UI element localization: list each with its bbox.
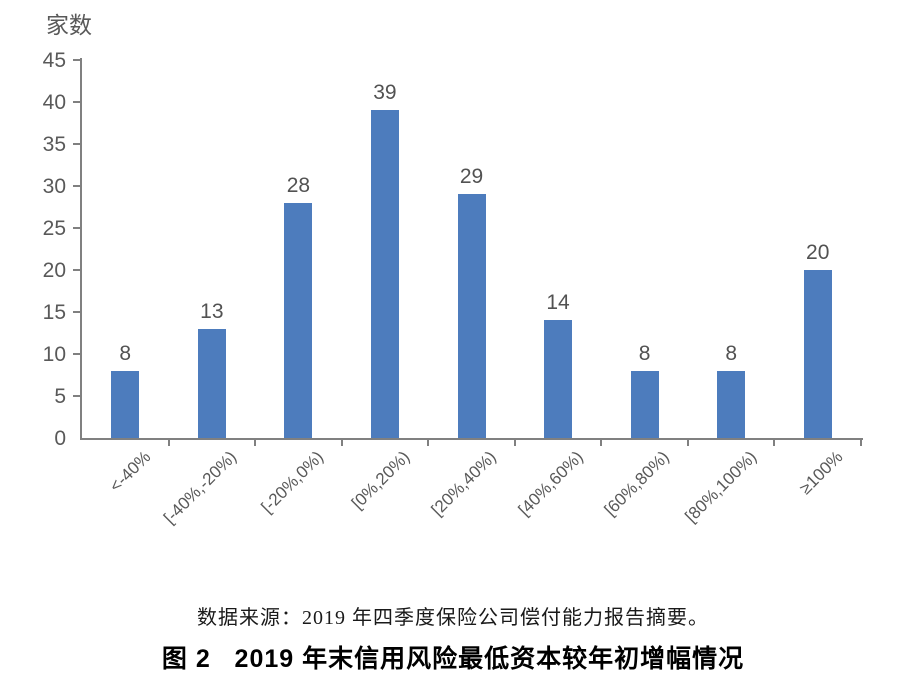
y-axis-tick-label: 40 xyxy=(42,91,66,114)
figure-caption: 图 2 2019 年末信用风险最低资本较年初增幅情况 xyxy=(161,645,745,673)
x-axis-category-label: [-40%,-20%) xyxy=(160,447,241,528)
y-axis-tick xyxy=(73,353,80,355)
bar-value-label: 8 xyxy=(725,341,737,365)
y-axis-tick-label: 5 xyxy=(54,385,66,408)
x-axis-category-label: [80%,100%) xyxy=(680,447,760,527)
bar-value-label: 28 xyxy=(286,173,311,197)
x-axis-tick xyxy=(860,440,862,446)
bar xyxy=(284,202,313,438)
x-axis-category-label: [40%,60%) xyxy=(514,447,587,520)
x-axis-tick xyxy=(686,440,689,446)
y-axis-tick xyxy=(73,269,80,271)
y-axis-tick xyxy=(73,59,80,61)
x-axis-line xyxy=(80,438,863,440)
x-axis-tick xyxy=(773,440,776,446)
y-axis-tick xyxy=(73,185,80,187)
bar-value-label: 8 xyxy=(638,341,651,365)
bar-value-label: 13 xyxy=(200,299,224,323)
bar-value-label: 14 xyxy=(546,291,570,315)
y-axis-tick-label: 0 xyxy=(54,427,66,450)
y-axis-line xyxy=(80,58,82,440)
y-axis-tick xyxy=(73,311,80,313)
bar-value-label: 29 xyxy=(459,165,484,189)
x-axis-tick xyxy=(427,440,430,446)
y-axis-tick-label: 20 xyxy=(42,259,66,282)
y-axis-tick xyxy=(73,395,80,397)
y-axis-tick-label: 15 xyxy=(42,301,66,324)
bar xyxy=(111,370,140,438)
bar xyxy=(370,110,399,438)
y-axis-tick-label: 10 xyxy=(42,343,66,366)
bar xyxy=(630,370,659,438)
x-axis-tick xyxy=(513,440,516,446)
bar xyxy=(803,270,832,438)
bar-chart: 家数 0 5 10 15 20 25 30 35 40 45 8 <-40% 13 [-40%,-20%)… xyxy=(42,12,863,528)
x-axis-category-label: [60%,80%) xyxy=(601,447,674,520)
x-axis-tick xyxy=(254,440,257,446)
y-axis-title: 家数 xyxy=(46,12,92,38)
x-axis-tick xyxy=(340,440,343,446)
y-axis-tick xyxy=(73,227,80,229)
y-axis-tick-label: 30 xyxy=(42,175,66,198)
data-source-note: 数据来源：2019 年四季度保险公司偿付能力报告摘要。 xyxy=(197,607,709,629)
y-axis-tick xyxy=(73,101,80,103)
y-axis-tick xyxy=(73,143,80,145)
bar-value-label: 8 xyxy=(119,341,132,365)
bar xyxy=(717,370,746,438)
bar-value-label: 20 xyxy=(806,241,830,264)
x-axis-category-label: [-20%,0%) xyxy=(257,447,328,517)
x-axis-category-label: ≥100% xyxy=(795,447,847,499)
x-axis-tick xyxy=(600,440,603,446)
y-axis-tick-label: 35 xyxy=(42,133,66,156)
x-axis-category-label: [0%,20%) xyxy=(348,447,414,513)
y-axis-tick-label: 25 xyxy=(42,217,66,240)
bar xyxy=(457,194,486,438)
x-axis-category-label: [20%,40%) xyxy=(427,447,501,520)
bar xyxy=(197,328,226,438)
bar-value-label: 39 xyxy=(373,81,397,105)
y-axis-tick-label: 45 xyxy=(42,49,66,72)
x-axis-category-label: <-40% xyxy=(105,447,155,496)
bar xyxy=(544,320,573,438)
x-axis-tick xyxy=(167,440,170,446)
